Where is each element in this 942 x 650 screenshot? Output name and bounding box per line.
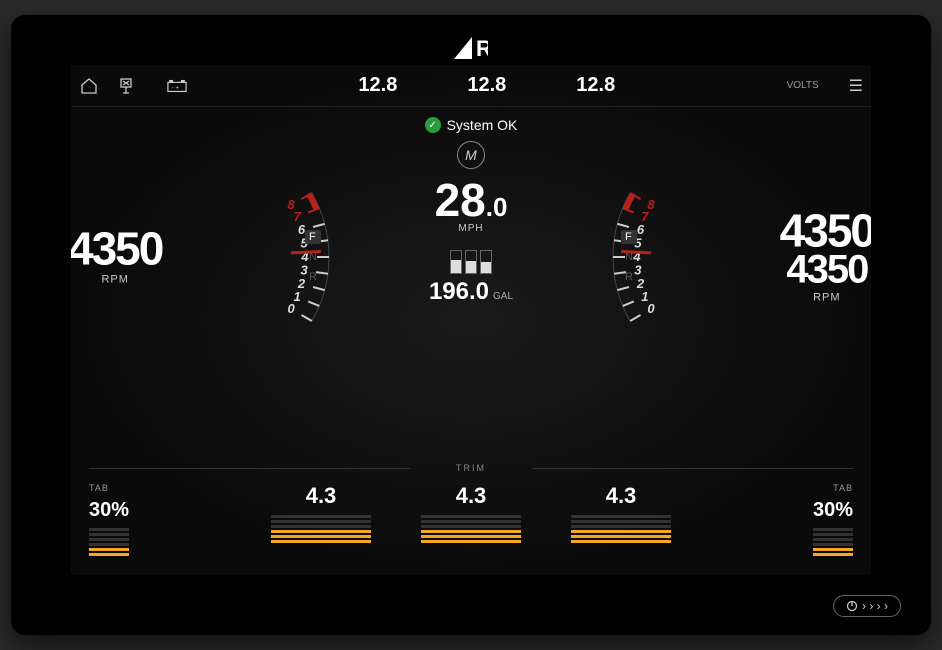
tab-label: TAB xyxy=(783,483,853,493)
level-bar xyxy=(89,548,129,551)
starboard-tachometer: 012345678 S C 4350 4350 RPM F N R xyxy=(596,112,871,402)
gear-n: N xyxy=(305,250,321,264)
port-rpm-unit: RPM xyxy=(71,274,162,286)
center-rpm-value: 4350 xyxy=(780,252,871,288)
level-bar xyxy=(813,528,853,531)
trim-value: 4.3 xyxy=(271,483,371,509)
trim-engine: 4.3 xyxy=(571,483,671,543)
fuel-tank-bar xyxy=(450,250,462,274)
port-tachometer: 012345678 P 4350 RPM F N R xyxy=(71,112,346,402)
fuel-tank-bars xyxy=(381,250,561,274)
top-bar: - + 12.8 12.8 12.8 VOLTS ☰ xyxy=(71,65,871,107)
level-bar xyxy=(89,533,129,536)
svg-text:1: 1 xyxy=(641,289,648,304)
speed-unit: MPH xyxy=(381,223,561,234)
level-bar xyxy=(89,553,129,556)
trim-bars xyxy=(421,515,521,543)
level-bar xyxy=(813,553,853,556)
voltage-3: 12.8 xyxy=(576,74,615,97)
level-bar xyxy=(813,533,853,536)
svg-text:R: R xyxy=(476,37,488,59)
starboard-tab-value: 30% xyxy=(783,499,853,522)
level-bar xyxy=(813,543,853,546)
voltage-readout: 12.8 12.8 12.8 xyxy=(187,74,787,97)
level-bar xyxy=(89,528,129,531)
menu-icon[interactable]: ☰ xyxy=(849,76,863,96)
starboard-tab-bars xyxy=(783,528,853,556)
level-bar xyxy=(89,538,129,541)
svg-text:8: 8 xyxy=(647,197,655,212)
fuel-value: 196.0GAL xyxy=(381,278,561,306)
port-tab: TAB 30% xyxy=(89,483,159,556)
starboard-rpm-value: 4350 xyxy=(780,210,871,251)
gear-f: F xyxy=(621,230,637,244)
trim-section-label: TRIM xyxy=(89,463,853,473)
system-status: ✓ System OK xyxy=(381,117,561,133)
center-column: ✓ System OK M 28.0 MPH 196.0GAL xyxy=(381,117,561,306)
gear-r: R xyxy=(621,270,637,284)
port-gear-indicator: F N R xyxy=(305,230,321,284)
fuel-tank-bar xyxy=(480,250,492,274)
voltage-1: 12.8 xyxy=(358,74,397,97)
svg-text:1: 1 xyxy=(293,289,300,304)
gear-n: N xyxy=(621,250,637,264)
swipe-chevrons: › › › › xyxy=(862,599,888,613)
svg-text:6: 6 xyxy=(637,222,645,237)
starboard-rpm-unit: RPM xyxy=(780,292,871,304)
battery-icon[interactable]: - + xyxy=(167,76,187,96)
main-gauges: 012345678 P 4350 RPM F N R ✓ System OK xyxy=(71,107,871,455)
port-tab-bars xyxy=(89,528,159,556)
tab-label: TAB xyxy=(89,483,159,493)
brand-logo: R xyxy=(454,33,488,61)
mercury-logo-icon: M xyxy=(457,141,485,169)
starboard-tab: TAB 30% xyxy=(783,483,853,556)
speed-value: 28.0 xyxy=(381,177,561,223)
bottom-panel: TRIM TAB 30% 4.3 4.3 4.3 TAB 30% xyxy=(71,463,871,563)
device-frame: R - + 12.8 12.8 12.8 VOLTS ☰ xyxy=(11,15,931,635)
svg-text:8: 8 xyxy=(287,197,295,212)
status-text: System OK xyxy=(447,117,518,133)
port-rpm-value: 4350 xyxy=(71,228,162,269)
gear-f: F xyxy=(305,230,321,244)
trim-readouts: 4.3 4.3 4.3 xyxy=(159,483,783,543)
trim-bars xyxy=(571,515,671,543)
trim-engine: 4.3 xyxy=(421,483,521,543)
fuel-tank-bar xyxy=(465,250,477,274)
trim-bars xyxy=(271,515,371,543)
trim-value: 4.3 xyxy=(421,483,521,509)
svg-text:2: 2 xyxy=(636,276,645,291)
screen: - + 12.8 12.8 12.8 VOLTS ☰ 012345678 P 4… xyxy=(71,65,871,575)
level-bar xyxy=(813,538,853,541)
level-bar xyxy=(813,548,853,551)
svg-text:- +: - + xyxy=(172,84,180,91)
check-icon: ✓ xyxy=(425,117,441,133)
gear-r: R xyxy=(305,270,321,284)
waypoint-icon[interactable] xyxy=(117,76,137,96)
home-icon[interactable] xyxy=(79,76,99,96)
volts-label: VOLTS xyxy=(787,80,819,91)
level-bar xyxy=(89,543,129,546)
starboard-gear-indicator: F N R xyxy=(621,230,637,284)
port-tab-value: 30% xyxy=(89,499,159,522)
trim-engine: 4.3 xyxy=(271,483,371,543)
voltage-2: 12.8 xyxy=(467,74,506,97)
trim-value: 4.3 xyxy=(571,483,671,509)
power-swipe-button[interactable]: › › › › xyxy=(833,595,901,617)
